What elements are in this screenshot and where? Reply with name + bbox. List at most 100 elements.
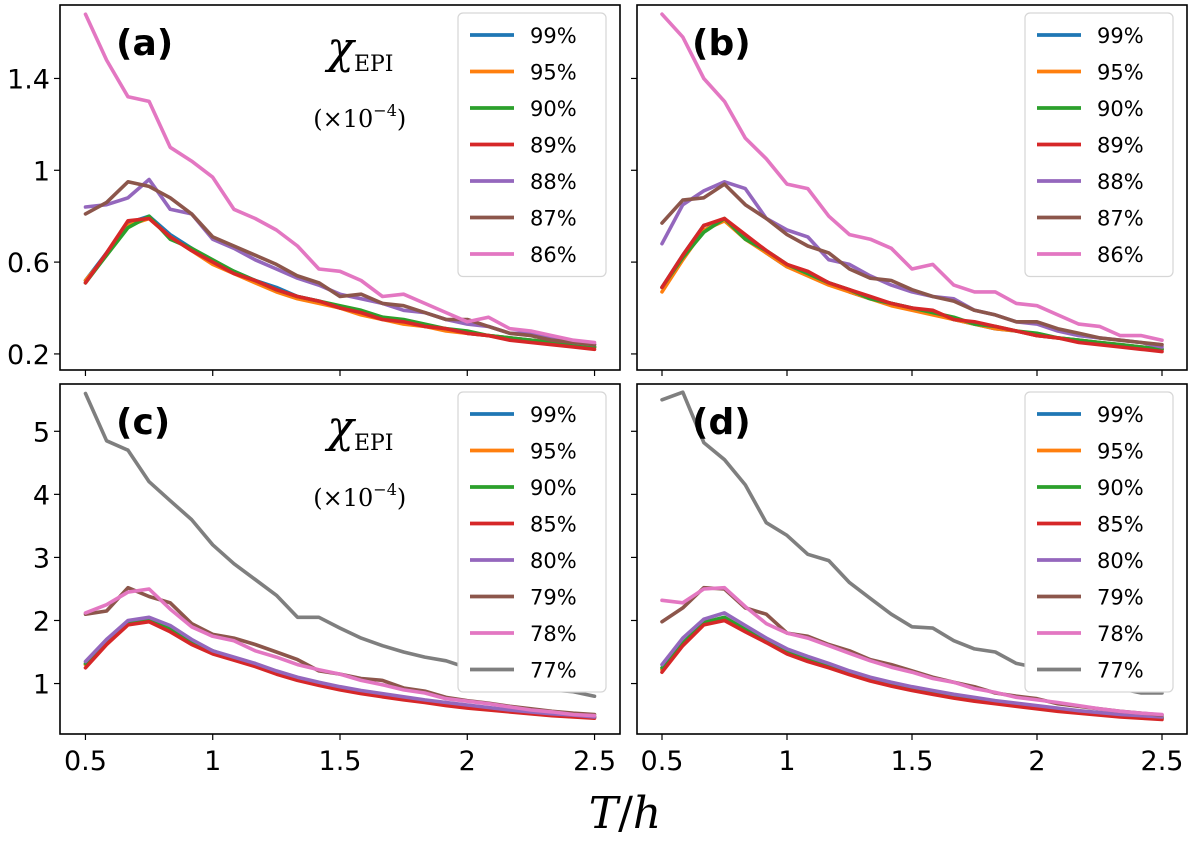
scale-factor-base: (×10	[313, 484, 373, 512]
series-line-89pct	[660, 216, 1164, 354]
legend-label-80pct: 80%	[1097, 549, 1144, 573]
legend-label-99pct: 99%	[1097, 403, 1144, 427]
legend-label-89pct: 89%	[530, 134, 577, 158]
plot-frame	[59, 383, 621, 735]
x-tick-label: 2.5	[573, 746, 616, 777]
legend-label-90pct: 90%	[1097, 97, 1144, 121]
legend-label-99pct: 99%	[530, 403, 577, 427]
legend-label-78pct: 78%	[1097, 622, 1144, 646]
legend-label-86pct: 86%	[1097, 243, 1144, 267]
series-line-85pct	[660, 618, 1164, 722]
x-tick-label: 1	[778, 746, 795, 777]
y-tick-label: 0.6	[7, 248, 50, 279]
chi-epi-symbol: χEPI	[324, 23, 393, 77]
plot-frame	[636, 383, 1188, 735]
legend-label-89pct: 89%	[1097, 134, 1144, 158]
series-line-85pct	[83, 619, 597, 721]
x-tick-label: 0.5	[64, 746, 107, 777]
legend-label-79pct: 79%	[1097, 586, 1144, 610]
legend-box	[457, 12, 607, 278]
y-tick-label: 1.4	[7, 64, 50, 95]
chi-symbol: χ	[324, 23, 356, 74]
scale-factor-close: )	[397, 105, 406, 133]
y-tick-label: 4	[33, 480, 50, 511]
legend-label-99pct: 99%	[530, 24, 577, 48]
chi-epi-symbol: χEPI	[324, 402, 393, 456]
scale-factor: (×10−4)	[313, 480, 406, 512]
legend-label-77pct: 77%	[530, 659, 577, 683]
scale-factor-exponent: −4	[373, 480, 397, 499]
series-line-80pct	[83, 615, 597, 719]
series-line-86pct	[660, 12, 1164, 343]
legend-label-80pct: 80%	[530, 549, 577, 573]
legend-label-87pct: 87%	[1097, 207, 1144, 231]
series-line-78pct	[83, 587, 597, 718]
panel-a: 0.2 0.6 1 1.4 (a) χEPI (×10−4) 99% 95% 90% 89% 88% 8…	[7, 4, 621, 376]
x-axis-label: T/h	[589, 788, 662, 839]
panel-label: (a)	[116, 23, 173, 64]
legend-label-85pct: 85%	[530, 513, 577, 537]
legend-label-88pct: 88%	[530, 170, 577, 194]
legend-label-85pct: 85%	[1097, 513, 1144, 537]
series-lines	[660, 12, 1164, 354]
series-line-78pct	[660, 585, 1164, 717]
legend-label-90pct: 90%	[530, 97, 577, 121]
x-tick-label: 2	[1028, 746, 1045, 777]
panel-d: 0.5 1 1.5 2 2.5 (d) 99% 95% 90% 85% 80% 79% 78% 77%	[631, 383, 1188, 777]
legend-label-88pct: 88%	[1097, 170, 1144, 194]
x-tick-label: 1.5	[891, 746, 934, 777]
plot-frame	[636, 4, 1188, 371]
y-tick-label: 3	[33, 543, 50, 574]
legend-box	[457, 391, 607, 693]
y-tick-label: 1	[33, 156, 50, 187]
legend-box	[1024, 391, 1174, 693]
chi-subscript: EPI	[354, 431, 394, 456]
legend-label-79pct: 79%	[530, 586, 577, 610]
chi-subscript: EPI	[354, 52, 394, 77]
series-lines	[83, 12, 597, 352]
series-lines	[660, 390, 1164, 722]
x-tick-label: 2	[459, 746, 476, 777]
y-tick-label: 0.2	[7, 340, 50, 371]
y-tick-label: 1	[33, 670, 50, 701]
scale-factor: (×10−4)	[313, 101, 406, 133]
series-line-90pct	[83, 214, 597, 349]
legend-label-95pct: 95%	[530, 440, 577, 464]
series-line-87pct	[660, 182, 1164, 347]
panel-label: (b)	[692, 23, 751, 64]
legend-label-87pct: 87%	[530, 207, 577, 231]
legend-label-95pct: 95%	[530, 61, 577, 85]
x-axis-label-var-h: h	[633, 788, 661, 839]
legend: 99% 95% 90% 89% 88% 87% 86%	[457, 12, 607, 278]
scale-factor-close: )	[397, 484, 406, 512]
legend: 99% 95% 90% 89% 88% 87% 86%	[1024, 12, 1174, 278]
panels-layer: 0.20.611.4(a) χEPI(×10−4)99%95%90%89%88%8…	[7, 4, 1188, 777]
series-line-88pct	[660, 180, 1164, 349]
x-tick-label: 0.5	[641, 746, 684, 777]
series-line-87pct	[83, 180, 597, 347]
panel-c: 1 2 3 4 5 0.5 1 1.5 2 2.5 (c) χEPI (×10−4) 99% 95% 90% 8…	[33, 383, 621, 777]
x-tick-label: 1	[204, 746, 221, 777]
scale-factor-exponent: −4	[373, 101, 397, 120]
legend-label-77pct: 77%	[1097, 659, 1144, 683]
legend-label-99pct: 99%	[1097, 24, 1144, 48]
x-axis-label-slash: /	[618, 788, 633, 839]
legend-label-78pct: 78%	[530, 622, 577, 646]
x-tick-label: 2.5	[1141, 746, 1184, 777]
x-axis-label-var-t: T	[589, 788, 622, 839]
legend-label-90pct: 90%	[1097, 476, 1144, 500]
series-line-89pct	[83, 216, 597, 352]
y-tick-label: 2	[33, 606, 50, 637]
x-tick-label: 1.5	[319, 746, 362, 777]
legend-label-90pct: 90%	[530, 476, 577, 500]
series-line-86pct	[83, 12, 597, 345]
panel-b: (b) 99% 95% 90% 89% 88% 87% 86%	[631, 4, 1188, 376]
legend-label-95pct: 95%	[1097, 440, 1144, 464]
chi-symbol: χ	[324, 402, 356, 453]
legend: 99% 95% 90% 85% 80% 79% 78% 77%	[1024, 391, 1174, 693]
legend: 99% 95% 90% 85% 80% 79% 78% 77%	[457, 391, 607, 693]
panel-label: (d)	[692, 402, 751, 443]
panel-label: (c)	[116, 402, 170, 443]
legend-label-86pct: 86%	[530, 243, 577, 267]
